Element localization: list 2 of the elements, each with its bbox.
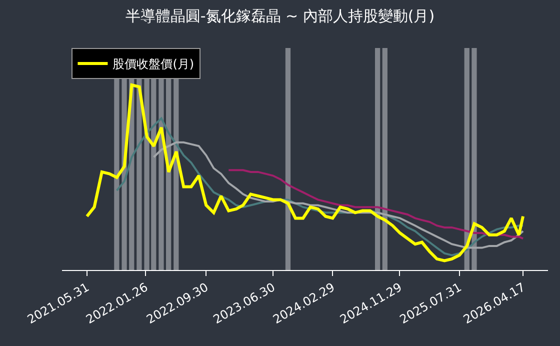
legend-label: 股價收盤價(月): [112, 57, 194, 72]
chart-title: 半導體晶圓-氮化鎵磊晶 ~ 內部人持股變動(月): [125, 6, 435, 25]
